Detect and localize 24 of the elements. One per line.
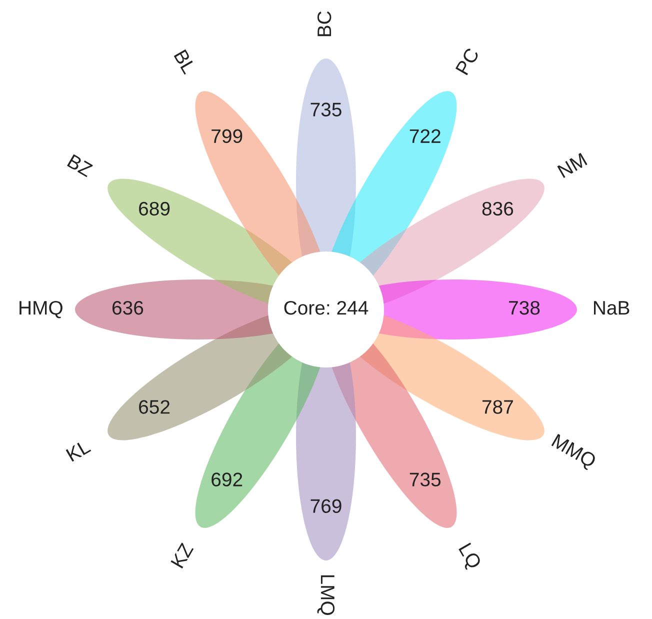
text: Core: 244 (284, 300, 368, 315)
category-label: PC (455, 47, 480, 76)
data-label: 689 (139, 202, 170, 216)
data-label: 836 (482, 202, 514, 216)
data-label: 769 (310, 499, 342, 513)
category-label: HMQ (20, 300, 62, 318)
category-label: NaB (594, 301, 630, 315)
category-label: LMQ (317, 575, 335, 615)
category-label: KZ (170, 542, 194, 568)
data-label: 735 (310, 102, 342, 116)
category-label: NM (557, 152, 588, 178)
data-label: 799 (212, 129, 242, 144)
category-label: KL (66, 439, 92, 462)
category-label: BZ (67, 154, 94, 178)
data-label: 722 (410, 129, 440, 143)
data-label: 692 (212, 472, 242, 486)
data-label: 738 (509, 300, 540, 315)
data-label: 735 (410, 472, 441, 486)
category-label: BC (317, 11, 332, 36)
data-label: 787 (482, 400, 513, 414)
category-label: BL (174, 49, 196, 75)
data-label: 636 (112, 300, 144, 315)
category-label: LQ (455, 542, 482, 572)
data-label: 652 (139, 400, 170, 414)
